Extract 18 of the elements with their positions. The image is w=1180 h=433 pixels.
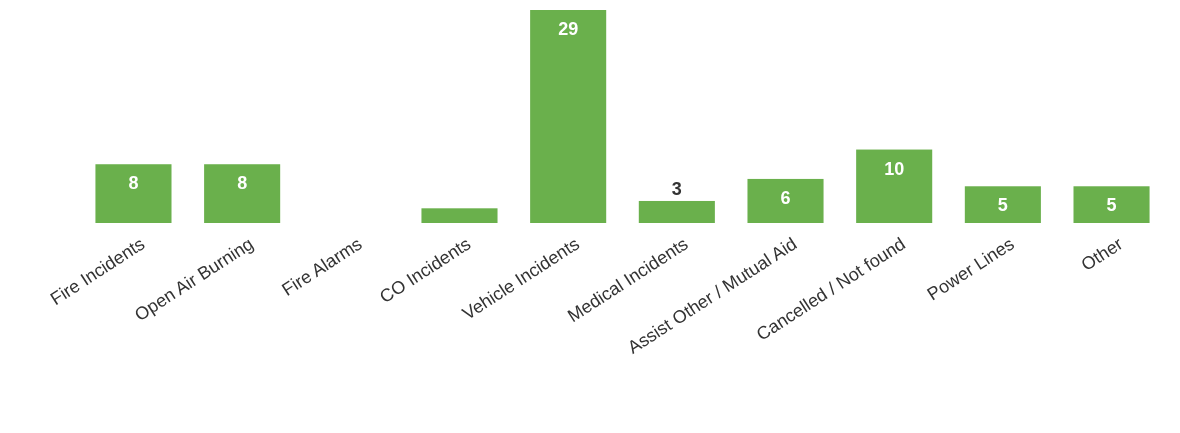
- data-label: 8: [237, 173, 248, 194]
- data-label: 6: [780, 187, 791, 208]
- data-label: 29: [558, 19, 579, 39]
- bar: [964, 186, 1041, 223]
- bar: [204, 164, 281, 223]
- bar: [638, 200, 715, 223]
- data-label: 3: [671, 178, 682, 199]
- data-label: 8: [128, 173, 139, 194]
- bar: [747, 178, 824, 223]
- data-label: 10: [884, 158, 905, 179]
- x-tick-label: Other: [1077, 233, 1127, 275]
- bar: [530, 10, 607, 223]
- bar: [421, 208, 498, 223]
- bar: [95, 164, 172, 223]
- data-label: 5: [1106, 195, 1117, 216]
- data-label: 5: [997, 195, 1008, 216]
- bar: [856, 149, 933, 223]
- bar: [1073, 186, 1150, 223]
